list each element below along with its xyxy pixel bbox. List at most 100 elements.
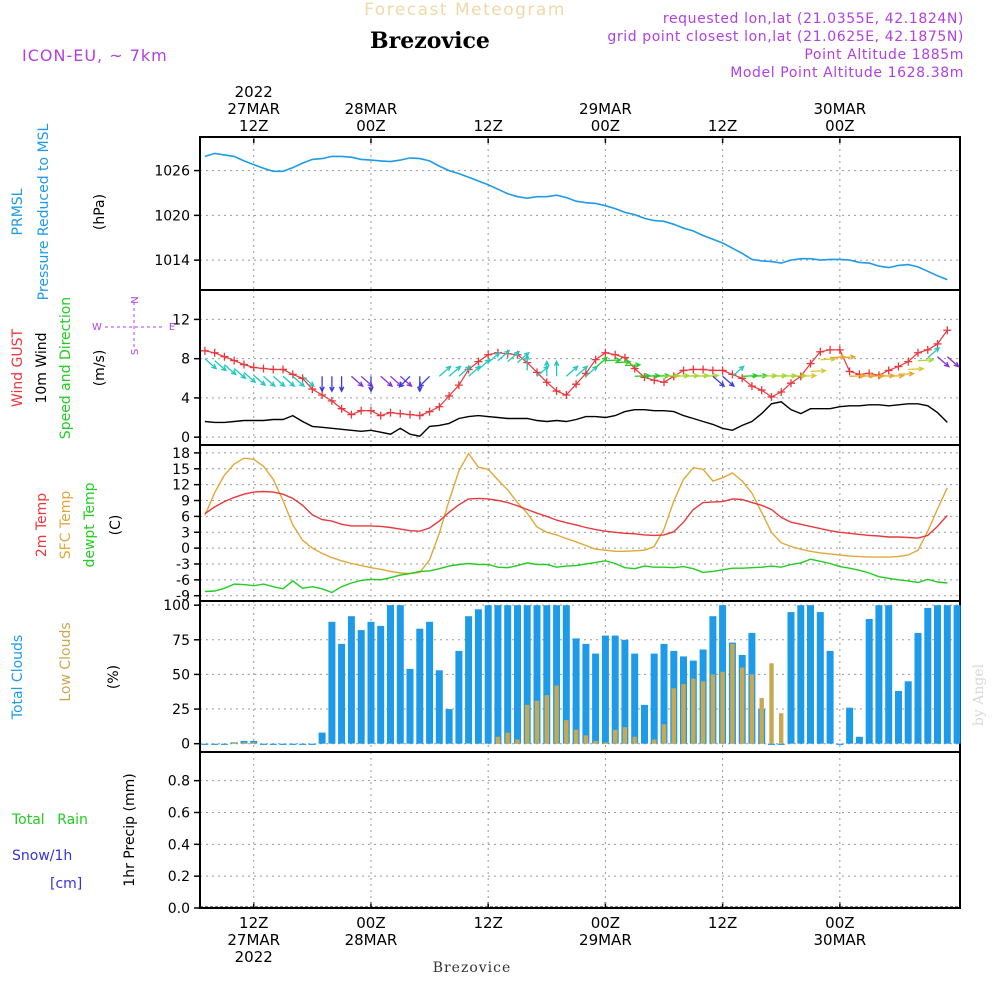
total-cloud-bar	[592, 653, 600, 744]
gust-marker	[708, 366, 717, 375]
total-clouds-label: Total Clouds	[10, 635, 26, 720]
ytick-label: 12	[172, 312, 190, 328]
total-cloud-bar	[650, 653, 658, 744]
temp-unit: (C)	[108, 515, 124, 536]
gust-marker	[239, 360, 248, 369]
temp-sfc-label: SFC Temp	[58, 491, 74, 560]
wind-arrow	[605, 357, 622, 363]
total-cloud-bar	[299, 743, 307, 745]
low-clouds-label: Low Clouds	[58, 622, 74, 701]
low-cloud-bar	[661, 724, 667, 744]
pressure-label-1: PRMSL	[10, 188, 26, 235]
panel-clouds: 0 25 50 75 100	[163, 598, 961, 753]
gust-marker	[396, 409, 405, 418]
wind-arrow	[937, 356, 950, 368]
wind-arrow	[524, 353, 530, 371]
gust-marker	[415, 411, 424, 420]
pressure-labels: PRMSL Pressure Reduced to MSL (hPa)	[10, 123, 108, 300]
ytick-label: 6	[181, 509, 190, 525]
wind-arrow	[380, 375, 394, 388]
total-cloud-bar	[836, 743, 844, 745]
wind-arrow	[507, 350, 521, 363]
wind-arrow	[615, 359, 632, 365]
total-cloud-bar	[416, 628, 424, 744]
low-cloud-bar	[554, 685, 559, 744]
ytick-label: 12	[172, 478, 190, 494]
ytick-label: 0	[181, 541, 190, 557]
gust-marker	[572, 380, 581, 389]
total-cloud-bar	[543, 605, 551, 744]
total-cloud-bar	[846, 707, 854, 744]
top-time-label: 12Z	[708, 117, 737, 135]
gust-marker	[562, 390, 571, 399]
gust-marker	[601, 348, 610, 357]
gust-marker	[366, 406, 375, 415]
gust-marker	[454, 381, 463, 390]
gust-marker	[376, 411, 385, 420]
bottom-time-label: 27MAR	[227, 931, 280, 949]
wind-arrow	[565, 365, 579, 377]
total-cloud-bar	[875, 605, 883, 744]
low-cloud-bar	[544, 695, 549, 744]
wind-speed-line	[204, 401, 948, 437]
panel-precipitation: 0.0 0.2 0.4 0.6 0.8	[168, 751, 961, 917]
gust-marker	[884, 366, 893, 375]
top-time-label: 28MAR	[345, 100, 398, 118]
wind-arrow	[800, 373, 818, 379]
point-altitude: Point Altitude 1885m	[804, 47, 964, 63]
gust-marker	[923, 345, 932, 354]
total-cloud-bar	[465, 616, 473, 744]
total-cloud-bar	[338, 643, 346, 744]
top-time-label: 00Z	[825, 117, 854, 135]
ytick-label: 4	[181, 391, 190, 407]
wind-arrow	[487, 351, 501, 364]
low-cloud-bar	[749, 674, 755, 744]
low-cloud-bar	[564, 720, 569, 744]
gust-marker	[757, 386, 766, 395]
total-cloud-bar	[406, 668, 414, 744]
gust-marker	[269, 365, 278, 374]
gust-marker	[767, 392, 776, 401]
low-cloud-bar	[691, 678, 696, 744]
wind-arrow	[624, 362, 642, 368]
total-cloud-bar	[211, 743, 219, 745]
total-cloud-bar	[533, 605, 541, 744]
gust-marker	[259, 364, 268, 373]
bottom-time-label: 00Z	[825, 914, 854, 932]
gust-marker	[777, 388, 786, 397]
bottom-time-label: 00Z	[591, 914, 620, 932]
gust-marker	[249, 363, 258, 372]
ytick-label: 0	[181, 737, 190, 753]
wind-arrow	[908, 366, 925, 372]
wind-arrow	[282, 375, 296, 388]
wind-arrow	[243, 371, 257, 384]
panel-pressure: 1014 1020 1026	[154, 136, 961, 291]
wind-arrow	[338, 376, 345, 393]
wind-arrow	[703, 373, 720, 379]
gust-marker	[327, 396, 336, 405]
total-cloud-bar	[474, 609, 482, 744]
gust-marker	[738, 374, 747, 383]
gust-marker	[806, 359, 815, 368]
gust-marker	[826, 345, 835, 354]
bottom-time-label: 12Z	[708, 914, 737, 932]
top-time-label: 30MAR	[813, 100, 866, 118]
low-cloud-bar	[525, 704, 530, 744]
total-cloud-bar	[582, 643, 590, 744]
total-cloud-bar	[514, 605, 521, 744]
wind-arrow	[350, 375, 364, 388]
top-time-label: 00Z	[591, 117, 620, 135]
gust-marker	[787, 379, 796, 388]
total-cloud-bar	[523, 605, 531, 744]
total-cloud-bar	[641, 704, 648, 744]
total-cloud-bar	[269, 743, 277, 745]
wind-arrow	[438, 365, 452, 377]
total-cloud-bar	[308, 743, 316, 745]
wind-arrow	[204, 358, 218, 370]
wind-arrow	[418, 375, 431, 388]
total-cloud-bar	[553, 605, 561, 744]
low-cloud-bar	[710, 674, 716, 744]
total-cloud-bar	[797, 605, 805, 744]
precip-labels: Total Rain Snow/1h [cm] 1hr Precip (mm)	[11, 773, 138, 892]
